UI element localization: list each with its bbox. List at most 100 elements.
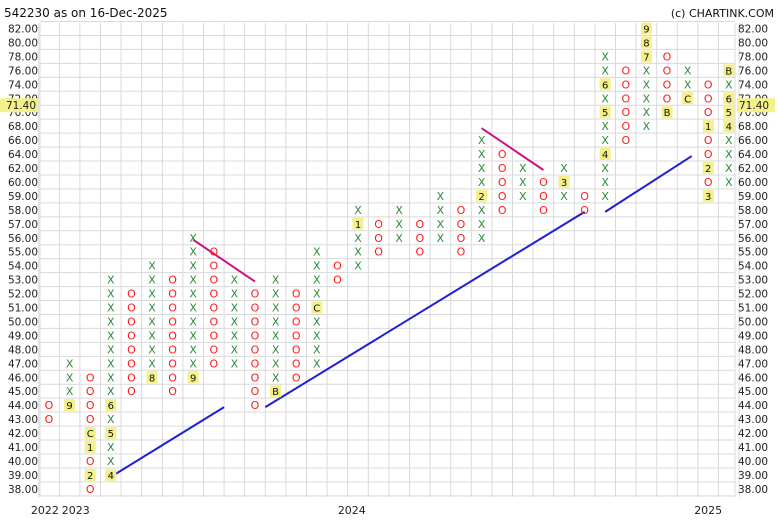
month-marker: 2 xyxy=(705,164,711,175)
y-tick-label: 51.00 xyxy=(8,303,38,315)
y-tick-label: 39.00 xyxy=(8,470,38,482)
y-tick-label: 42.00 xyxy=(8,428,38,440)
month-marker: B xyxy=(725,66,732,77)
o-box: O xyxy=(45,399,54,412)
y-tick-label: 44.00 xyxy=(738,400,768,412)
o-box: O xyxy=(127,385,136,398)
y-tick-label: 68.00 xyxy=(8,121,38,133)
x-box: X xyxy=(107,302,115,315)
month-marker-box xyxy=(270,385,282,398)
x-box: X xyxy=(148,343,156,356)
month-marker: 2 xyxy=(87,471,93,482)
last-price-box xyxy=(737,98,775,113)
trendline xyxy=(110,406,225,478)
x-box: X xyxy=(313,343,321,356)
y-tick-label: 38.00 xyxy=(738,484,768,496)
month-marker-box xyxy=(187,371,199,384)
month-marker-box xyxy=(702,189,714,202)
o-box: O xyxy=(251,385,260,398)
o-box: O xyxy=(704,106,713,119)
o-box: O xyxy=(168,371,177,384)
trendline xyxy=(264,210,586,409)
x-box: X xyxy=(189,246,197,259)
year-label: 2024 xyxy=(338,504,366,517)
y-tick-label: 53.00 xyxy=(8,275,38,287)
x-box: X xyxy=(272,357,280,370)
x-box: X xyxy=(66,371,74,384)
y-tick-label: 47.00 xyxy=(8,358,38,370)
x-box: X xyxy=(189,232,197,245)
year-label: 2025 xyxy=(694,504,722,517)
x-box: X xyxy=(107,441,115,454)
trendline xyxy=(192,238,256,283)
x-box: X xyxy=(231,357,239,370)
o-box: O xyxy=(251,302,260,315)
y-tick-label: 44.00 xyxy=(8,400,38,412)
x-box: X xyxy=(725,162,733,175)
month-marker: 8 xyxy=(149,373,155,384)
x-box: X xyxy=(148,288,156,301)
y-tick-label: 48.00 xyxy=(8,344,38,356)
x-box: X xyxy=(313,260,321,273)
o-box: O xyxy=(621,92,630,105)
y-tick-label: 41.00 xyxy=(8,442,38,454)
x-box: X xyxy=(395,218,403,231)
month-marker: 5 xyxy=(108,429,114,440)
y-tick-label: 76.00 xyxy=(8,65,38,77)
month-marker: 6 xyxy=(108,401,114,412)
o-box: O xyxy=(457,232,466,245)
o-box: O xyxy=(415,218,424,231)
o-box: O xyxy=(209,302,218,315)
o-box: O xyxy=(168,357,177,370)
x-box: X xyxy=(107,455,115,468)
x-box: X xyxy=(231,288,239,301)
month-marker: B xyxy=(272,387,279,398)
month-marker: 3 xyxy=(705,192,711,203)
o-box: O xyxy=(292,315,301,328)
x-box: X xyxy=(313,288,321,301)
o-box: O xyxy=(704,148,713,161)
o-box: O xyxy=(209,274,218,287)
x-box: X xyxy=(478,148,486,161)
o-box: O xyxy=(704,176,713,189)
x-box: X xyxy=(478,218,486,231)
y-tick-label: 80.00 xyxy=(738,37,768,49)
y-tick-label: 50.00 xyxy=(8,316,38,328)
x-box: X xyxy=(272,371,280,384)
x-box: X xyxy=(313,274,321,287)
y-tick-label: 43.00 xyxy=(738,414,768,426)
month-marker-box xyxy=(640,22,652,35)
o-box: O xyxy=(621,120,630,133)
o-box: O xyxy=(251,357,260,370)
x-box: X xyxy=(354,204,362,217)
y-tick-label: 76.00 xyxy=(738,65,768,77)
x-box: X xyxy=(643,120,651,133)
o-box: O xyxy=(86,371,95,384)
o-box: O xyxy=(251,371,260,384)
x-box: X xyxy=(148,260,156,273)
o-box: O xyxy=(127,371,136,384)
x-box: X xyxy=(601,176,609,189)
o-box: O xyxy=(251,315,260,328)
month-marker: 3 xyxy=(561,178,567,189)
x-box: X xyxy=(66,357,74,370)
x-box: X xyxy=(313,329,321,342)
month-marker-box xyxy=(84,441,96,453)
o-box: O xyxy=(209,329,218,342)
x-box: X xyxy=(684,64,692,77)
month-marker: 1 xyxy=(705,122,711,133)
o-box: O xyxy=(539,176,548,189)
x-box: X xyxy=(519,176,527,189)
month-marker: 9 xyxy=(190,373,196,384)
o-box: O xyxy=(292,371,301,384)
month-marker-box xyxy=(599,78,611,91)
y-tick-label: 45.00 xyxy=(8,386,38,398)
x-box: X xyxy=(437,204,445,217)
y-tick-label: 55.00 xyxy=(8,247,38,259)
x-box: X xyxy=(519,190,527,203)
y-tick-label: 41.00 xyxy=(738,442,768,454)
o-box: O xyxy=(127,302,136,315)
month-marker: 7 xyxy=(643,52,649,63)
o-box: O xyxy=(209,357,218,370)
x-box: X xyxy=(601,92,609,105)
